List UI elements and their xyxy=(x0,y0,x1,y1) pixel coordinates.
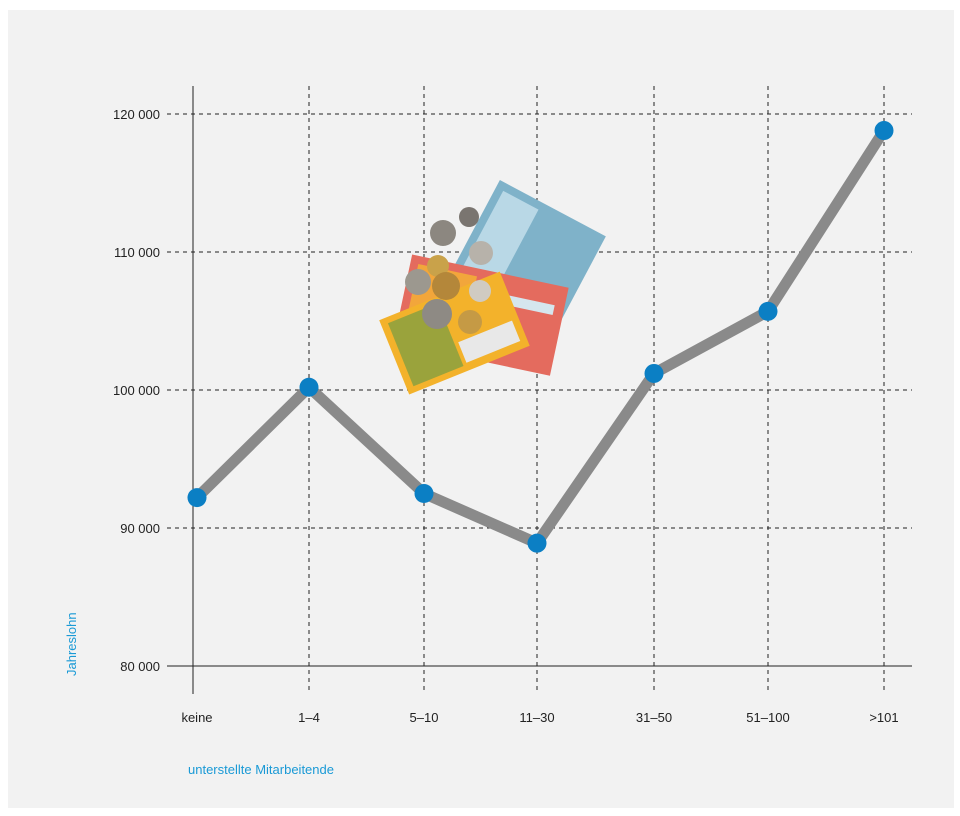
y-tick-label: 110 000 xyxy=(114,245,160,260)
data-point xyxy=(527,533,547,553)
x-tick-label: keine xyxy=(181,710,212,725)
coin xyxy=(405,269,431,295)
banknotes-coins-illustration xyxy=(379,180,606,395)
coin xyxy=(432,272,460,300)
coin xyxy=(422,299,452,329)
x-tick-label: >101 xyxy=(869,710,898,725)
y-axis-label: Jahreslohn xyxy=(64,612,79,676)
coin xyxy=(469,280,491,302)
y-tick-label: 120 000 xyxy=(113,107,160,122)
coin xyxy=(458,310,482,334)
axes xyxy=(167,86,912,694)
x-tick-label: 5–10 xyxy=(410,710,439,725)
y-tick-label: 80 000 xyxy=(120,659,160,674)
coin xyxy=(427,255,449,277)
series xyxy=(187,121,894,553)
coin xyxy=(459,207,479,227)
x-axis-label: unterstellte Mitarbeitende xyxy=(188,762,334,777)
grid xyxy=(167,86,912,694)
tick-labels: 80 000 90 000 100 000 110 000 120 000 keine 1–… xyxy=(113,107,899,725)
data-point xyxy=(874,121,894,141)
x-tick-label: 51–100 xyxy=(746,710,789,725)
coin xyxy=(469,241,493,265)
data-point xyxy=(644,363,664,383)
y-tick-label: 100 000 xyxy=(113,383,160,398)
data-point xyxy=(299,377,319,397)
data-point xyxy=(187,488,207,508)
x-tick-label: 31–50 xyxy=(636,710,672,725)
data-point xyxy=(758,301,778,321)
x-tick-label: 1–4 xyxy=(298,710,320,725)
chart-frame xyxy=(8,10,954,808)
x-tick-label: 11–30 xyxy=(519,710,554,725)
coin xyxy=(430,220,456,246)
banknote-detail xyxy=(458,320,521,363)
data-point xyxy=(414,484,434,503)
y-tick-label: 90 000 xyxy=(120,521,160,536)
